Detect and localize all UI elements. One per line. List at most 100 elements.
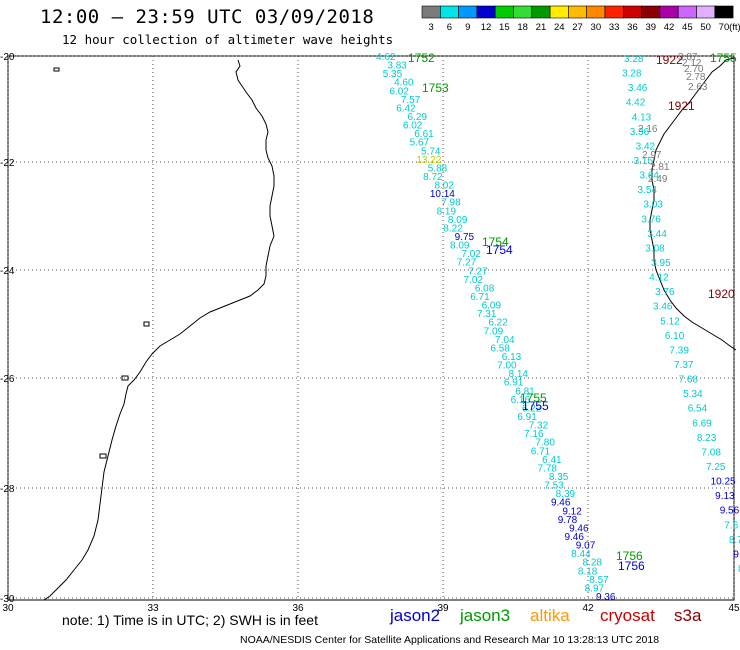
legend-label: 42 <box>664 22 675 33</box>
wave-height-value: 6.10 <box>665 331 685 342</box>
wave-height-value: 3.87 <box>678 52 698 63</box>
wave-height-value: 6.29 <box>408 112 428 123</box>
wave-height-value: 7.02 <box>461 249 481 260</box>
legend-swatch <box>476 5 496 19</box>
wave-height-value: 3.76 <box>655 287 675 298</box>
wave-height-value: 7.00 <box>497 361 517 372</box>
satellite-name: jason3 <box>460 606 511 625</box>
wave-height-value: 5.34 <box>683 389 703 400</box>
wave-height-value: 9.12 <box>562 506 582 517</box>
wave-height-value: 9.78 <box>558 515 578 526</box>
wave-height-value: 9.36 <box>596 592 616 603</box>
wave-height-value: 8.39 <box>556 489 576 500</box>
legend-swatch <box>421 5 441 19</box>
wave-height-value: 8.23 <box>697 433 717 444</box>
wave-height-value: 7.80 <box>535 438 555 449</box>
altimeter-track-a: 4.623.835.354.606.027.576.426.296.026.61… <box>376 52 616 603</box>
pass-time-label: 1921 <box>668 99 695 113</box>
wave-height-value: 8.02 <box>434 181 454 192</box>
footer-credit: NOAA/NESDIS Center for Satellite Applica… <box>240 634 660 646</box>
wave-height-value: 5.12 <box>660 316 680 327</box>
wave-height-value: 6.08 <box>475 283 495 294</box>
satellite-name: cryosat <box>600 606 655 625</box>
lon-label: 30 <box>2 603 14 614</box>
wave-height-value: 2.97 <box>642 150 662 161</box>
wave-height-value: 9.46 <box>551 498 571 509</box>
pass-time-label: 1756 <box>618 559 645 573</box>
wave-height-value: 3.36 <box>630 127 650 138</box>
wave-height-value: 8.09 <box>450 241 470 252</box>
wave-height-value: 6.71 <box>531 446 551 457</box>
wave-height-value: 4.13 <box>632 112 652 123</box>
wave-height-value: 7.53 <box>544 481 564 492</box>
pass-time-label: 1756 <box>616 549 643 563</box>
pass-time-label: 1754 <box>486 243 513 257</box>
lon-label: 33 <box>147 603 159 614</box>
island <box>143 321 150 327</box>
lat-label: -24 <box>0 266 15 277</box>
wave-height-value: 2.78 <box>686 72 706 83</box>
legend-swatch <box>531 5 551 19</box>
wave-height-value: 6.91 <box>504 378 524 389</box>
wave-height-value: 6.42 <box>396 103 416 114</box>
madagascar-coastline <box>649 57 737 351</box>
pass-time-label: 1754 <box>482 235 509 249</box>
legend-swatch <box>622 5 642 19</box>
wave-height-value: 7.27 <box>468 266 488 277</box>
legend-label: 21 <box>536 22 547 33</box>
wave-height-value: 13.22 <box>416 155 441 166</box>
legend-swatch <box>549 5 569 19</box>
wave-height-value: 3.28 <box>624 54 644 65</box>
wave-height-value: 9.56 <box>720 506 740 517</box>
legend-swatch <box>568 5 588 19</box>
wave-height-value: 9.1 <box>733 549 740 560</box>
wave-height-value: 3.42 <box>636 141 656 152</box>
pass-time-label: 1755 <box>520 391 547 405</box>
legend-swatch <box>677 5 697 19</box>
wave-height-value: 4.42 <box>626 98 646 109</box>
wave-height-value: 7.39 <box>669 345 689 356</box>
wave-height-value: 8.35 <box>549 472 569 483</box>
legend-swatch <box>714 5 734 19</box>
wave-height-value: 2.81 <box>650 162 670 173</box>
wave-height-value: 7.27 <box>457 258 477 269</box>
wave-height-value: 9.46 <box>569 523 589 534</box>
lat-label: -26 <box>0 374 15 385</box>
wave-height-value: 3.03 <box>643 200 663 211</box>
wave-height-value: 6.13 <box>502 352 522 363</box>
wave-height-value: 6.61 <box>414 129 434 140</box>
wave-height-value: 9.13 <box>715 491 735 502</box>
pass-time-label: 1922 <box>656 53 683 67</box>
lat-label: -28 <box>0 484 15 495</box>
wave-height-value: 6.81 <box>515 386 535 397</box>
wave-height-value: 3.54 <box>637 185 657 196</box>
legend-label: 33 <box>609 22 620 33</box>
wave-height-value: 8.2 <box>738 564 740 575</box>
wave-height-value: 7.31 <box>477 309 497 320</box>
wave-height-value: 8.18 <box>578 566 598 577</box>
wave-height-value: 10.14 <box>430 189 455 200</box>
wave-height-value: 8.19 <box>437 206 457 217</box>
legend-label: 3 <box>429 22 434 33</box>
lat-label: -30 <box>0 594 15 605</box>
pass-time-label: 1755 <box>522 399 549 413</box>
wave-height-value: 8.22 <box>443 223 463 234</box>
wave-height-value: 6.22 <box>522 403 542 414</box>
wave-height-value: 6.02 <box>403 121 423 132</box>
legend-swatch <box>641 5 661 19</box>
legend-swatch <box>659 5 679 19</box>
legend-unit: (ft) <box>729 22 740 33</box>
wave-height-value: 3.46 <box>653 302 673 313</box>
wave-height-value: 3.28 <box>622 69 642 80</box>
legend-label: 45 <box>682 22 693 33</box>
satellite-name: s3a <box>674 606 702 625</box>
satellite-name: jason2 <box>390 606 441 625</box>
color-legend: 3 6 9 12 15 18 21 24 27 30 33 36 39 42 45 50 70 (ft) <box>421 5 740 33</box>
wave-height-value: 2.16 <box>638 124 658 135</box>
wave-height-value: 3.64 <box>640 171 660 182</box>
chart-title: 12:00 – 23:59 UTC 03/09/2018 <box>40 6 375 28</box>
wave-height-value: 6.22 <box>488 318 508 329</box>
lat-lon-grid <box>7 55 735 600</box>
wave-height-value: 2.49 <box>648 174 668 185</box>
